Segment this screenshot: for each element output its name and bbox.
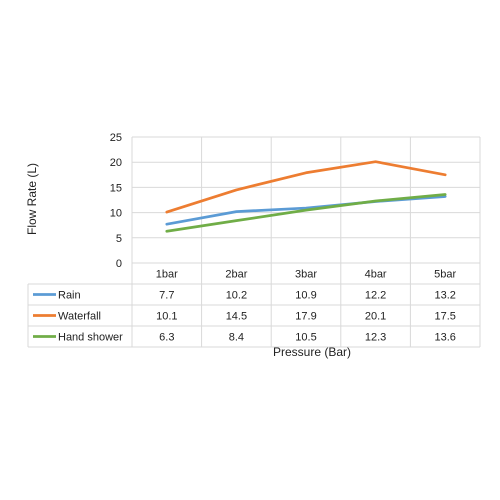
data-label: 7.7 — [159, 290, 174, 302]
legend-label: Rain — [58, 290, 81, 302]
series-line-hand-shower — [165, 193, 447, 233]
data-label: 13.6 — [434, 332, 455, 344]
legend-label: Hand shower — [58, 332, 123, 344]
x-tick-label: 3bar — [295, 269, 317, 281]
data-label: 17.5 — [434, 311, 455, 323]
x-tick-label: 5bar — [434, 269, 456, 281]
series-line-waterfall — [165, 160, 447, 214]
y-axis-ticks: 0 5 10 15 20 25 — [110, 132, 122, 270]
y-tick-label: 10 — [110, 208, 122, 220]
data-label: 20.1 — [365, 311, 386, 323]
data-label: 13.2 — [434, 290, 455, 302]
data-label: 10.2 — [226, 290, 247, 302]
y-tick-label: 15 — [110, 182, 122, 194]
x-tick-label: 1bar — [156, 269, 178, 281]
y-tick-label: 0 — [116, 258, 122, 270]
data-label: 12.2 — [365, 290, 386, 302]
grid-lines — [27, 136, 481, 348]
y-axis-title: Flow Rate (L) — [25, 163, 39, 235]
x-tick-label: 2bar — [225, 269, 247, 281]
data-label: 8.4 — [229, 332, 244, 344]
data-label: 12.3 — [365, 332, 386, 344]
x-axis-title: Pressure (Bar) — [273, 345, 351, 359]
data-label: 14.5 — [226, 311, 247, 323]
y-tick-label: 5 — [116, 233, 122, 245]
data-label: 6.3 — [159, 332, 174, 344]
series-lines — [165, 160, 447, 233]
y-tick-label: 20 — [110, 157, 122, 169]
legend-label: Waterfall — [58, 311, 101, 323]
data-label: 10.5 — [295, 332, 316, 344]
data-table: 1bar 2bar 3bar 4bar 5bar Rain 7.7 10.2 10.9 12.2 1… — [33, 269, 457, 344]
data-label: 10.1 — [156, 311, 177, 323]
data-label: 17.9 — [295, 311, 316, 323]
data-label: 10.9 — [295, 290, 316, 302]
x-tick-label: 4bar — [365, 269, 387, 281]
y-tick-label: 25 — [110, 132, 122, 144]
